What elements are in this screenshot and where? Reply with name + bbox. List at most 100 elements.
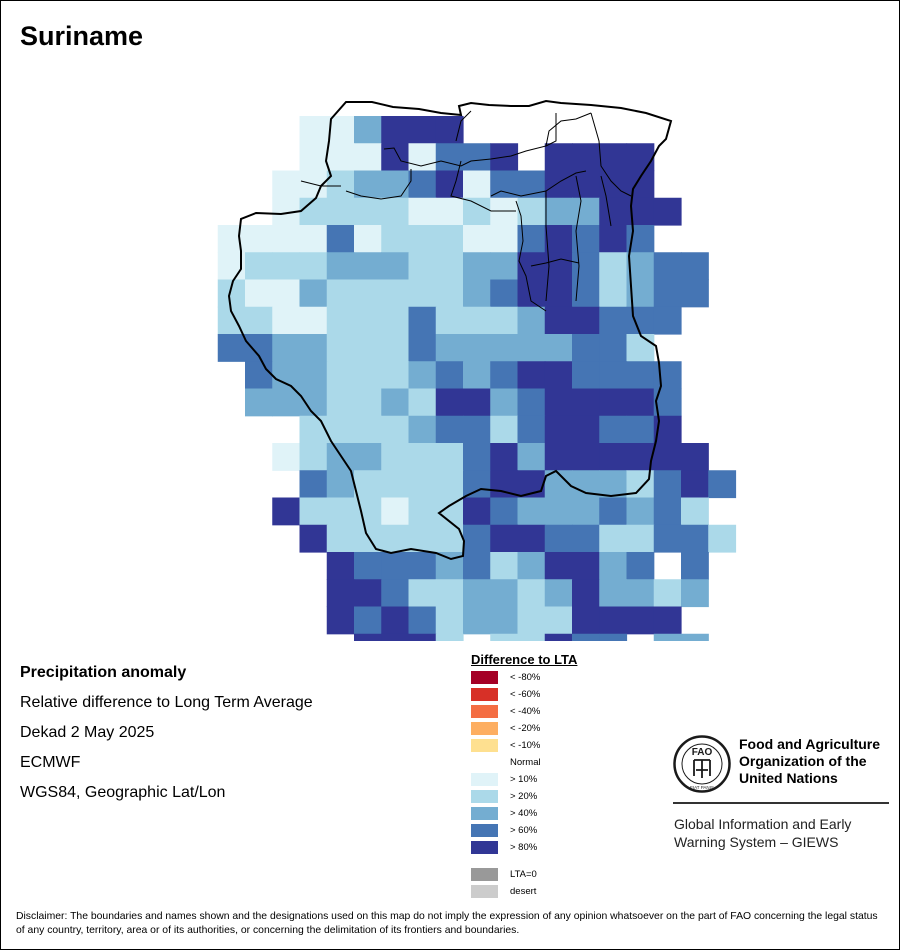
grid-cell — [354, 279, 382, 308]
grid-cell — [463, 552, 491, 580]
legend-label: > 20% — [510, 791, 538, 802]
grid-cell — [463, 524, 491, 553]
grid-cell — [326, 552, 355, 580]
grid-cell — [572, 306, 600, 335]
legend-swatch — [471, 824, 498, 837]
suriname-outline — [227, 99, 673, 561]
grid-cell — [463, 279, 491, 308]
legend: Difference to LTA < -80% < -60% < -40% < -2… — [471, 652, 661, 901]
grid-cell — [435, 306, 464, 335]
grid-cell — [408, 470, 437, 499]
grid-cell — [681, 252, 709, 281]
fao-logo-text: FAO — [692, 747, 713, 758]
district-line-5 — [450, 160, 516, 212]
grid-cell — [681, 279, 709, 308]
legend-swatch — [471, 868, 498, 881]
district-line-10 — [590, 112, 632, 197]
legend-title: Difference to LTA — [471, 652, 578, 667]
grid-cell — [626, 579, 655, 608]
grid-cell — [381, 116, 410, 144]
grid-cell — [381, 524, 410, 553]
grid-cell — [299, 443, 328, 471]
grid-cell — [463, 143, 491, 172]
legend-swatch — [471, 885, 498, 898]
map-title: Suriname — [20, 21, 144, 51]
grid-cell — [572, 334, 600, 362]
legend-item: < -60% — [471, 687, 661, 704]
grid-cell — [517, 415, 546, 444]
grid-cell — [435, 116, 464, 144]
projection-text: WGS84, Geographic Lat/Lon — [20, 784, 226, 801]
grid-cell — [463, 361, 491, 390]
grid-cell — [408, 388, 437, 417]
grid-cell — [599, 225, 628, 253]
legend-label: LTA=0 — [510, 869, 537, 880]
grid-cell — [381, 225, 410, 253]
grid-cell — [463, 170, 491, 199]
grid-cell — [572, 143, 600, 172]
country-boundaries — [227, 99, 673, 561]
district-line-8 — [545, 191, 550, 302]
grid-cell — [681, 579, 709, 608]
grid-cell — [381, 170, 410, 199]
grid-cell — [572, 415, 600, 444]
grid-cell — [517, 579, 546, 608]
grid-cell — [626, 606, 655, 635]
legend-label: > 10% — [510, 774, 538, 785]
grid-cell — [463, 606, 491, 635]
fao-logo-motto: FIAT PANIS — [690, 785, 714, 790]
legend-item: > 10% — [471, 772, 661, 789]
grid-cell — [435, 633, 464, 641]
grid-cell — [626, 388, 655, 417]
grid-cell — [626, 143, 655, 172]
grid-cell — [626, 170, 655, 199]
legend-label: > 60% — [510, 825, 538, 836]
grid-cell — [544, 415, 573, 444]
grid-cell — [599, 197, 628, 226]
grid-cell — [572, 388, 600, 417]
grid-cell — [272, 443, 301, 471]
grid-cell — [299, 225, 328, 253]
legend-label: < -80% — [510, 672, 541, 683]
grid-cell — [599, 306, 628, 335]
grid-cell — [517, 443, 546, 471]
grid-cell — [245, 361, 273, 390]
grid-cell — [381, 361, 410, 390]
grid-cell — [272, 279, 301, 308]
grid-cell — [490, 252, 519, 281]
grid-cell — [572, 633, 600, 641]
grid-cell — [435, 252, 464, 281]
grid-cell — [517, 388, 546, 417]
grid-cell — [544, 443, 573, 471]
giews-line-1: Global Information and Early — [674, 816, 852, 832]
grid-cell — [381, 470, 410, 499]
grid-cell — [490, 225, 519, 253]
legend-label: Normal — [510, 757, 541, 768]
grid-cell — [435, 579, 464, 608]
grid-cell — [354, 470, 382, 499]
grid-cell — [517, 633, 546, 641]
legend-label: > 80% — [510, 842, 538, 853]
grid-cell — [599, 524, 628, 553]
grid-cell — [408, 143, 437, 172]
legend-swatch — [471, 688, 498, 701]
grid-cell — [626, 552, 655, 580]
grid-cell — [272, 225, 301, 253]
grid-cell — [653, 524, 682, 553]
grid-cell — [517, 334, 546, 362]
grid-cell — [272, 170, 301, 199]
grid-cell — [299, 252, 328, 281]
grid-cell — [245, 252, 273, 281]
grid-cell — [326, 497, 355, 526]
legend-swatch — [471, 841, 498, 854]
grid-cell — [435, 606, 464, 635]
grid-cell — [435, 470, 464, 499]
grid-cell — [653, 579, 682, 608]
grid-cell — [626, 415, 655, 444]
grid-cell — [463, 197, 491, 226]
grid-cell — [653, 443, 682, 471]
grid-cell — [381, 252, 410, 281]
grid-cell — [599, 470, 628, 499]
legend-swatch — [471, 756, 498, 769]
grid-cell — [326, 252, 355, 281]
